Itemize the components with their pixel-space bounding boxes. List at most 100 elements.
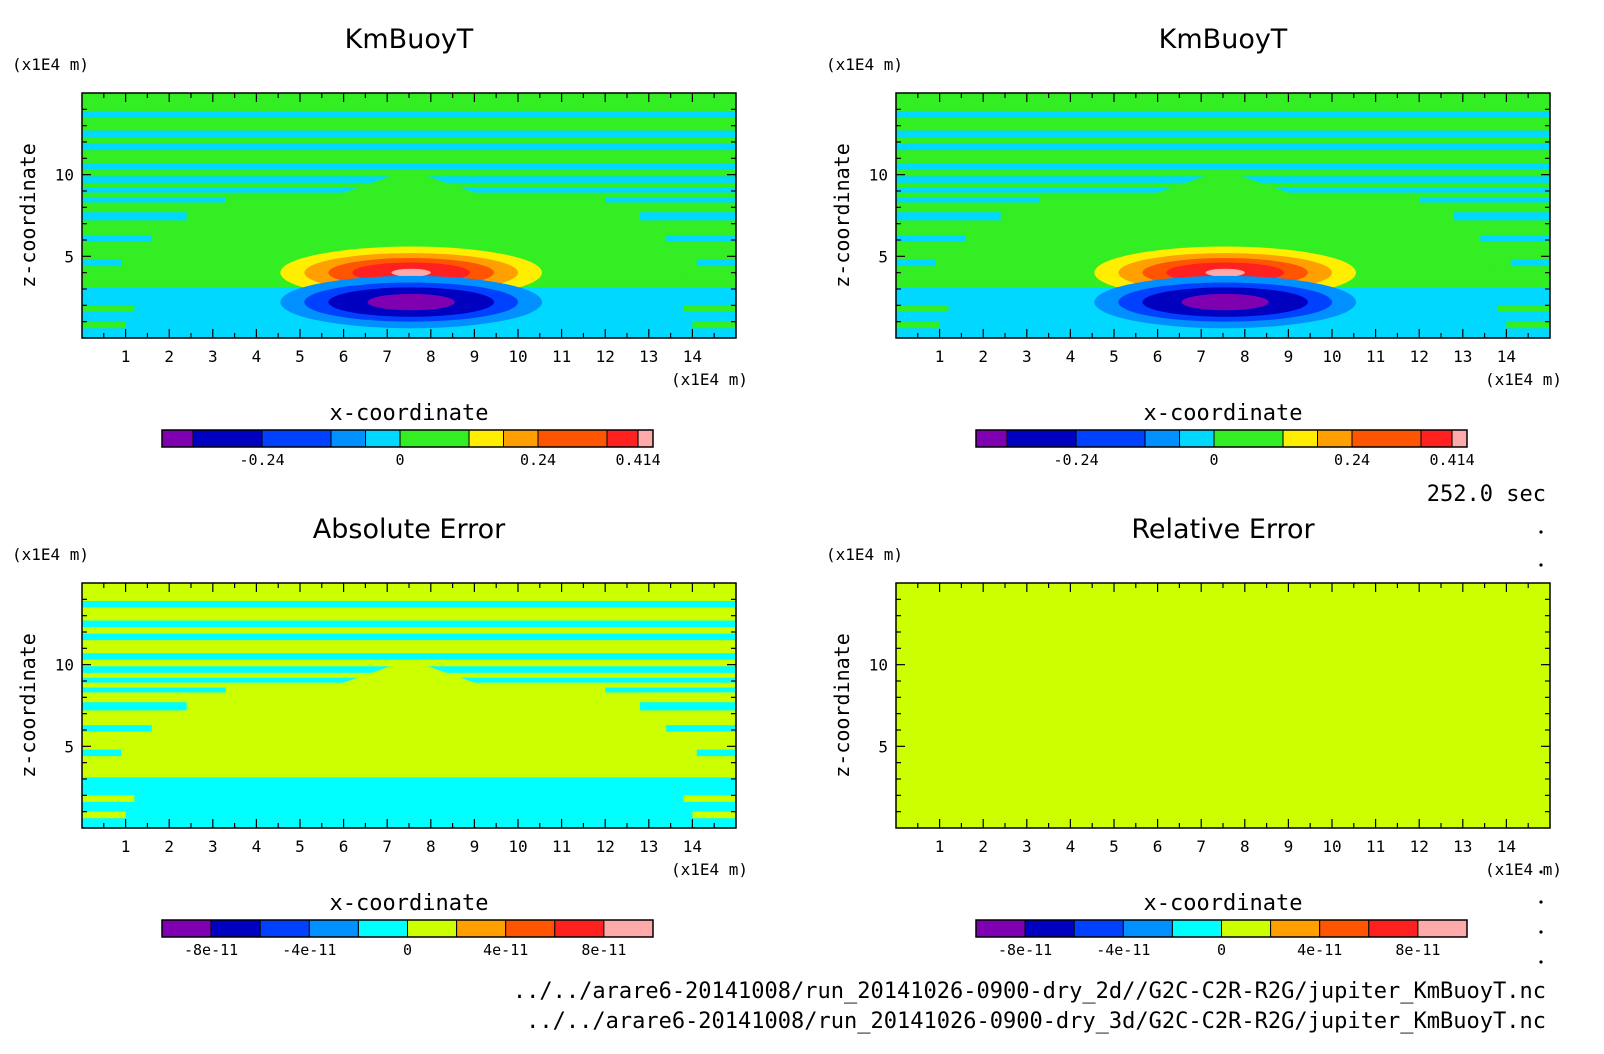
colorbar-tick-label: 0.24 bbox=[1334, 451, 1370, 469]
edge-notch bbox=[82, 811, 126, 819]
colorbar-swatch bbox=[1024, 919, 1075, 938]
colorbar-swatch bbox=[1270, 919, 1321, 938]
band-stripe bbox=[82, 163, 736, 170]
edge-notch bbox=[896, 321, 940, 329]
colorbar-swatch bbox=[357, 919, 408, 938]
band-stripe bbox=[82, 143, 736, 151]
band-step bbox=[1510, 259, 1550, 267]
y-axis-label: z-coordinate bbox=[830, 633, 854, 778]
x-tick-label: 8 bbox=[1240, 347, 1250, 366]
edge-notch bbox=[1506, 321, 1550, 329]
colorbar-tick-label: -4e-11 bbox=[282, 941, 336, 959]
y-tick-label: 5 bbox=[878, 737, 888, 756]
x-tick-label: 4 bbox=[1066, 347, 1076, 366]
band-step bbox=[640, 212, 736, 221]
band-step bbox=[1454, 212, 1550, 221]
plot-area bbox=[82, 583, 736, 828]
dome-region bbox=[134, 659, 693, 779]
x-tick-label: 9 bbox=[470, 837, 480, 856]
band-step bbox=[605, 197, 736, 203]
x-tick-label: 2 bbox=[978, 837, 988, 856]
colorbar-tick-label: -0.24 bbox=[1053, 451, 1098, 469]
x-unit-label: (x1E4 m) bbox=[671, 860, 748, 879]
band-step bbox=[82, 749, 122, 757]
plot-area bbox=[82, 93, 736, 338]
colorbar-swatch bbox=[1179, 429, 1215, 448]
colorbar-swatch bbox=[603, 919, 654, 938]
band-stripe bbox=[82, 620, 736, 628]
colorbar-swatch bbox=[637, 429, 654, 448]
x-tick-label: 2 bbox=[164, 837, 174, 856]
colorbar-swatch bbox=[1417, 919, 1468, 938]
x-tick-label: 11 bbox=[552, 347, 571, 366]
colorbar-swatch bbox=[1351, 429, 1422, 448]
colorbar-swatch bbox=[1420, 429, 1453, 448]
colorbar-frame bbox=[975, 919, 1468, 938]
colorbar-swatch bbox=[161, 429, 194, 448]
tick-marks bbox=[82, 583, 736, 828]
y-axis-label: z-coordinate bbox=[16, 633, 40, 778]
edge-notch bbox=[896, 305, 949, 312]
x-tick-label: 7 bbox=[382, 837, 392, 856]
x-tick-label: 2 bbox=[164, 347, 174, 366]
x-tick-label: 1 bbox=[121, 837, 131, 856]
x-tick-label: 1 bbox=[935, 837, 945, 856]
dome-region bbox=[134, 169, 693, 289]
x-axis-label: x-coordinate bbox=[330, 891, 489, 916]
colorbar-swatch bbox=[1122, 919, 1173, 938]
colorbar-frame bbox=[975, 429, 1468, 448]
band-step bbox=[640, 702, 736, 711]
band-step bbox=[82, 259, 122, 267]
positive-anomaly bbox=[1205, 268, 1245, 277]
edge-notch bbox=[82, 795, 135, 802]
colorbar: -0.24 0 0.24 0.414 bbox=[975, 429, 1475, 469]
band-step bbox=[666, 235, 736, 242]
colorbar: -0.24 0 0.24 0.414 bbox=[161, 429, 661, 469]
x-tick-label: 8 bbox=[426, 837, 436, 856]
lower-region bbox=[82, 777, 736, 828]
colorbar-swatch bbox=[1213, 429, 1284, 448]
band-step bbox=[666, 725, 736, 732]
edge-notch bbox=[692, 321, 736, 329]
band-stripe bbox=[896, 163, 1550, 170]
x-tick-label: 4 bbox=[252, 347, 262, 366]
band-step bbox=[1480, 235, 1550, 242]
band-stripe bbox=[896, 143, 1550, 151]
colorbar-tick-label: 4e-11 bbox=[1297, 941, 1342, 959]
x-tick-label: 12 bbox=[1410, 837, 1429, 856]
x-tick-label: 6 bbox=[339, 837, 349, 856]
band-stripe bbox=[82, 110, 736, 118]
colorbar-tick-label: -8e-11 bbox=[184, 941, 238, 959]
edge-notch bbox=[683, 795, 736, 802]
y-unit-label: (x1E4 m) bbox=[826, 545, 903, 564]
colorbar-swatch bbox=[975, 919, 1026, 938]
colorbar-swatch bbox=[1006, 429, 1077, 448]
band-stripe bbox=[82, 653, 736, 660]
edge-notch bbox=[1497, 305, 1550, 312]
colorbar-tick-label: 0.414 bbox=[1429, 451, 1474, 469]
band-stripe bbox=[82, 600, 736, 608]
dome-region bbox=[948, 169, 1507, 289]
panel-title: KmBuoyT bbox=[1159, 24, 1288, 55]
y-tick-label: 5 bbox=[64, 247, 74, 266]
x-tick-label: 13 bbox=[639, 347, 658, 366]
colorbar-tick-label: 8e-11 bbox=[581, 941, 626, 959]
band-stripe bbox=[896, 110, 1550, 118]
colorbar-swatch bbox=[975, 429, 1008, 448]
colorbar-frame bbox=[161, 919, 654, 938]
band-stripe bbox=[82, 130, 736, 138]
colorbar-swatch bbox=[1319, 919, 1370, 938]
x-tick-label: 10 bbox=[1322, 837, 1341, 856]
y-unit-label: (x1E4 m) bbox=[826, 55, 903, 74]
x-tick-label: 10 bbox=[508, 347, 527, 366]
x-tick-label: 11 bbox=[1366, 837, 1385, 856]
x-tick-label: 14 bbox=[1497, 347, 1516, 366]
x-axis-label: x-coordinate bbox=[1144, 401, 1303, 426]
colorbar-swatch bbox=[261, 429, 332, 448]
x-axis-label: x-coordinate bbox=[1144, 891, 1303, 916]
x-tick-label: 6 bbox=[1153, 347, 1163, 366]
colorbar-tick-label: 0 bbox=[403, 941, 412, 959]
